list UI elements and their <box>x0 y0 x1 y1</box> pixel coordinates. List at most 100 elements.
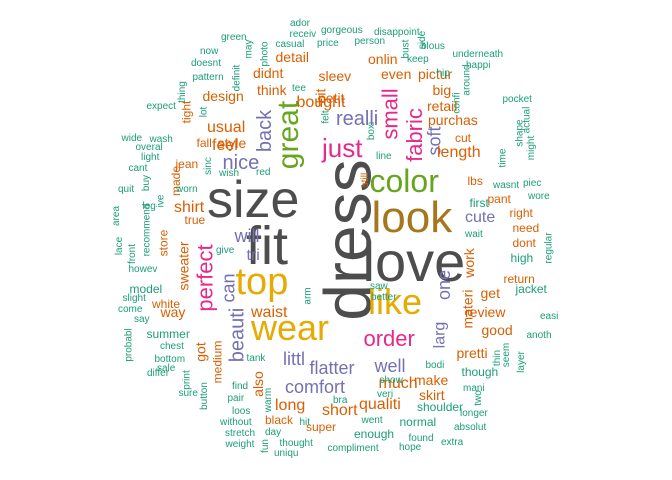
word-bottom: bottom <box>154 354 186 365</box>
word-casual: casual <box>275 39 305 50</box>
word-fall: fall <box>196 136 212 150</box>
word-come: come <box>118 304 143 315</box>
word-work: work <box>460 248 477 278</box>
word-stretch: stretch <box>225 428 256 439</box>
word-probabl: probabl <box>123 328 135 362</box>
word-wear: wear <box>251 307 330 348</box>
word-button: button <box>198 382 210 410</box>
word-flatter: flatter <box>309 358 355 378</box>
word-sinc: sinc <box>202 157 214 175</box>
word-pictur: pictur <box>418 66 453 82</box>
word-design: design <box>202 88 244 104</box>
word-lace: lace <box>114 236 126 256</box>
word-fit: fit <box>246 216 289 276</box>
word-red: red <box>256 167 271 178</box>
word-jacket: jacket <box>515 282 547 296</box>
word-gorgeous: gorgeous <box>321 25 363 36</box>
word-around: around <box>461 64 473 96</box>
word-make: make <box>414 372 449 388</box>
word-comfort: comfort <box>285 377 346 397</box>
word-wash: wash <box>149 134 173 145</box>
word-medium: medium <box>209 340 224 384</box>
word-bought: bought <box>296 94 346 111</box>
word-bit: bit <box>311 88 328 104</box>
word-say: say <box>134 314 150 325</box>
word-may: may <box>242 39 254 59</box>
word-hit: hit <box>299 417 311 428</box>
word-like: like <box>368 281 423 322</box>
word-retail: retail <box>427 98 458 114</box>
word-without: without <box>220 417 252 428</box>
word-compliment: compliment <box>327 443 379 454</box>
word-boxi: boxi <box>366 121 378 141</box>
word-size: size <box>207 171 300 229</box>
word-cut: cut <box>455 131 472 145</box>
word-worn: worn <box>176 184 198 195</box>
word-just: just <box>322 133 363 163</box>
word-length: length <box>437 144 481 161</box>
word-can: can <box>218 273 239 303</box>
word-nice: nice <box>222 152 260 174</box>
word-easi: easi <box>540 311 559 322</box>
word-normal: normal <box>399 415 437 429</box>
word-area: area <box>111 205 123 227</box>
word-waist: waist <box>251 304 288 321</box>
word-pattern: pattern <box>192 72 224 83</box>
word-happi: happi <box>466 60 491 71</box>
word-went: went <box>361 415 383 426</box>
word-anoth: anoth <box>526 330 552 341</box>
word-perfect: perfect <box>192 244 218 312</box>
word-show: show <box>379 375 403 386</box>
word-style: style <box>217 135 247 151</box>
word-definit: definit <box>230 64 242 92</box>
word-tri: tri <box>246 247 260 264</box>
word-cant: cant <box>128 163 148 174</box>
word-arm: arm <box>302 287 314 305</box>
word-weight: weight <box>225 439 255 450</box>
word-pant: pant <box>487 192 511 206</box>
word-fabric: fabric <box>401 108 427 162</box>
word-thing: thing <box>176 81 188 103</box>
word-summer: summer <box>146 327 190 341</box>
word-now: now <box>200 46 219 57</box>
word-receiv: receiv <box>289 29 317 40</box>
word-two: two <box>472 390 484 406</box>
word-piec: piec <box>523 178 542 189</box>
word-shape: shape <box>514 119 526 147</box>
word-ador: ador <box>290 18 311 29</box>
word-expect: expect <box>146 101 176 112</box>
word-felt: felt <box>320 110 332 124</box>
word-black: black <box>265 413 294 427</box>
word-small: small <box>377 88 403 140</box>
word-get: get <box>480 285 500 301</box>
word-tight: tight <box>178 100 193 124</box>
word-high: high <box>510 251 534 265</box>
word-sweater: sweater <box>175 241 192 291</box>
word-side: side <box>417 30 429 50</box>
word-blous: blous <box>421 41 445 52</box>
word-print: print <box>181 370 193 390</box>
word-good: good <box>481 322 513 338</box>
word-wish: wish <box>219 168 240 179</box>
word-still: still <box>360 172 372 188</box>
word-jean: jean <box>175 157 199 171</box>
word-beauti: beauti <box>225 307 248 363</box>
word-review: review <box>465 304 506 320</box>
word-sale: sale <box>157 363 176 374</box>
word-mani: mani <box>463 383 485 394</box>
word-saw: saw <box>370 281 388 292</box>
word-big: big <box>432 82 452 98</box>
word-way: way <box>160 304 186 320</box>
word-short: short <box>322 402 358 419</box>
word-front: front <box>127 243 139 265</box>
word-realli: realli <box>336 108 379 130</box>
word-tee: tee <box>292 83 306 94</box>
word-shoulder: shoulder <box>417 400 464 414</box>
word-feel: feel <box>212 137 238 154</box>
word-long: long <box>275 397 306 414</box>
word-price: price <box>317 38 339 49</box>
word-color: color <box>369 163 439 199</box>
word-much: much <box>378 375 418 392</box>
word-absolut: absolut <box>454 422 487 433</box>
